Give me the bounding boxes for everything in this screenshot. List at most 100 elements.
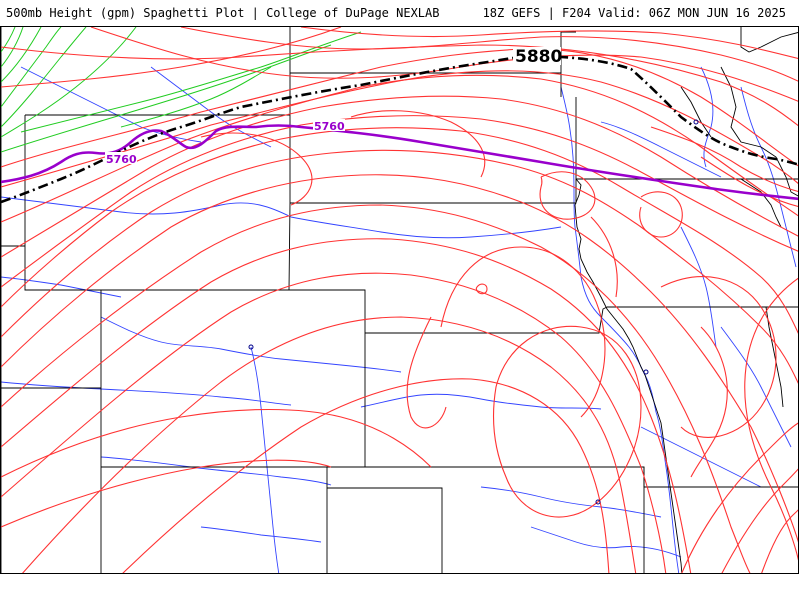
red-contour [1,74,798,223]
red-contour [660,276,777,438]
river [600,121,722,178]
green-contour [1,27,137,138]
red-contour [590,216,618,298]
city-marker [643,369,649,375]
red-contour [1,27,342,88]
river [1,196,292,218]
contour-labels: 5880 5760 5760 [105,47,562,166]
river [480,486,662,518]
label-5760-west: 5760 [106,153,137,166]
border [101,289,366,333]
red-contour [492,325,642,518]
border [365,306,608,334]
red-contour [744,277,798,561]
red-contour [690,326,728,478]
label-bg [105,152,137,164]
border [740,178,782,228]
red-contour [1,115,798,288]
red-contour [180,27,798,82]
river [100,316,402,373]
red-contour [1,95,798,258]
green-contour [20,31,362,133]
red-contour [440,246,606,418]
plot-title: 500mb Height (gpm) Spaghetti Plot | Coll… [6,6,440,20]
city-marker [693,119,699,125]
run-valid-time: 18Z GEFS | F204 Valid: 06Z MON JUN 16 20… [482,6,786,20]
green-contour [1,27,42,83]
red-contour [122,378,610,573]
red-contour [639,191,683,238]
border [740,27,798,53]
city-markers [248,119,699,505]
red-contour [700,156,798,208]
border [720,66,798,197]
red-contour [200,132,313,206]
city-marker [248,344,254,350]
spaghetti-map: 5880 5760 5760 [1,27,798,573]
red-contour [1,127,798,334]
green-contour [1,27,16,53]
red-contour [1,70,798,188]
red-contour [475,283,488,295]
red-contour [1,204,751,573]
red-contour [1,459,332,528]
river [360,393,602,410]
rivers-layer [1,66,797,573]
label-5880: 5880 [515,47,562,67]
border [290,179,577,204]
borders-layer [1,27,798,573]
contour-5760 [1,124,798,201]
red-contour [721,468,798,573]
red-contour [1,149,798,384]
green-contour [1,27,24,68]
red-contour [1,238,692,573]
label-bg [513,47,561,65]
border [574,178,683,573]
green-contour [120,66,272,128]
red-contour [1,408,432,478]
green-contour [1,27,87,128]
red-contour [406,316,447,429]
river [700,66,714,168]
green-members-layer [1,27,362,153]
river [1,381,292,406]
red-contour [1,174,798,543]
river [200,526,322,543]
red-contour [650,126,798,193]
red-contour [761,509,798,573]
mean-5760-layer [1,124,798,201]
red-contour [1,44,798,127]
footer-bar [0,574,800,600]
red-contour [681,422,798,573]
red-contour [300,27,798,60]
river [640,426,762,488]
label-5760-east: 5760 [314,120,345,133]
river [720,326,792,448]
river [680,226,717,348]
red-contour [22,316,637,573]
river [1,276,122,298]
river [530,526,682,558]
green-contour [1,27,62,108]
city-marker [595,499,601,505]
mean-5880-layer [1,55,798,204]
red-contour [1,48,798,168]
red-contour [539,171,596,220]
red-contour [1,272,667,573]
border [560,31,576,73]
red-contour [350,110,486,178]
river [20,66,202,143]
border [680,86,712,138]
label-bg [313,119,345,131]
header-bar: 500mb Height (gpm) Spaghetti Plot | Coll… [0,0,800,26]
river [100,456,332,486]
border [327,487,443,573]
red-members-layer [1,27,798,573]
map-panel: 5880 5760 5760 [0,26,799,574]
contour-5880 [1,55,798,204]
river [560,86,680,573]
river [740,86,797,268]
river [150,66,272,148]
green-contour [1,44,332,153]
river [290,216,562,239]
